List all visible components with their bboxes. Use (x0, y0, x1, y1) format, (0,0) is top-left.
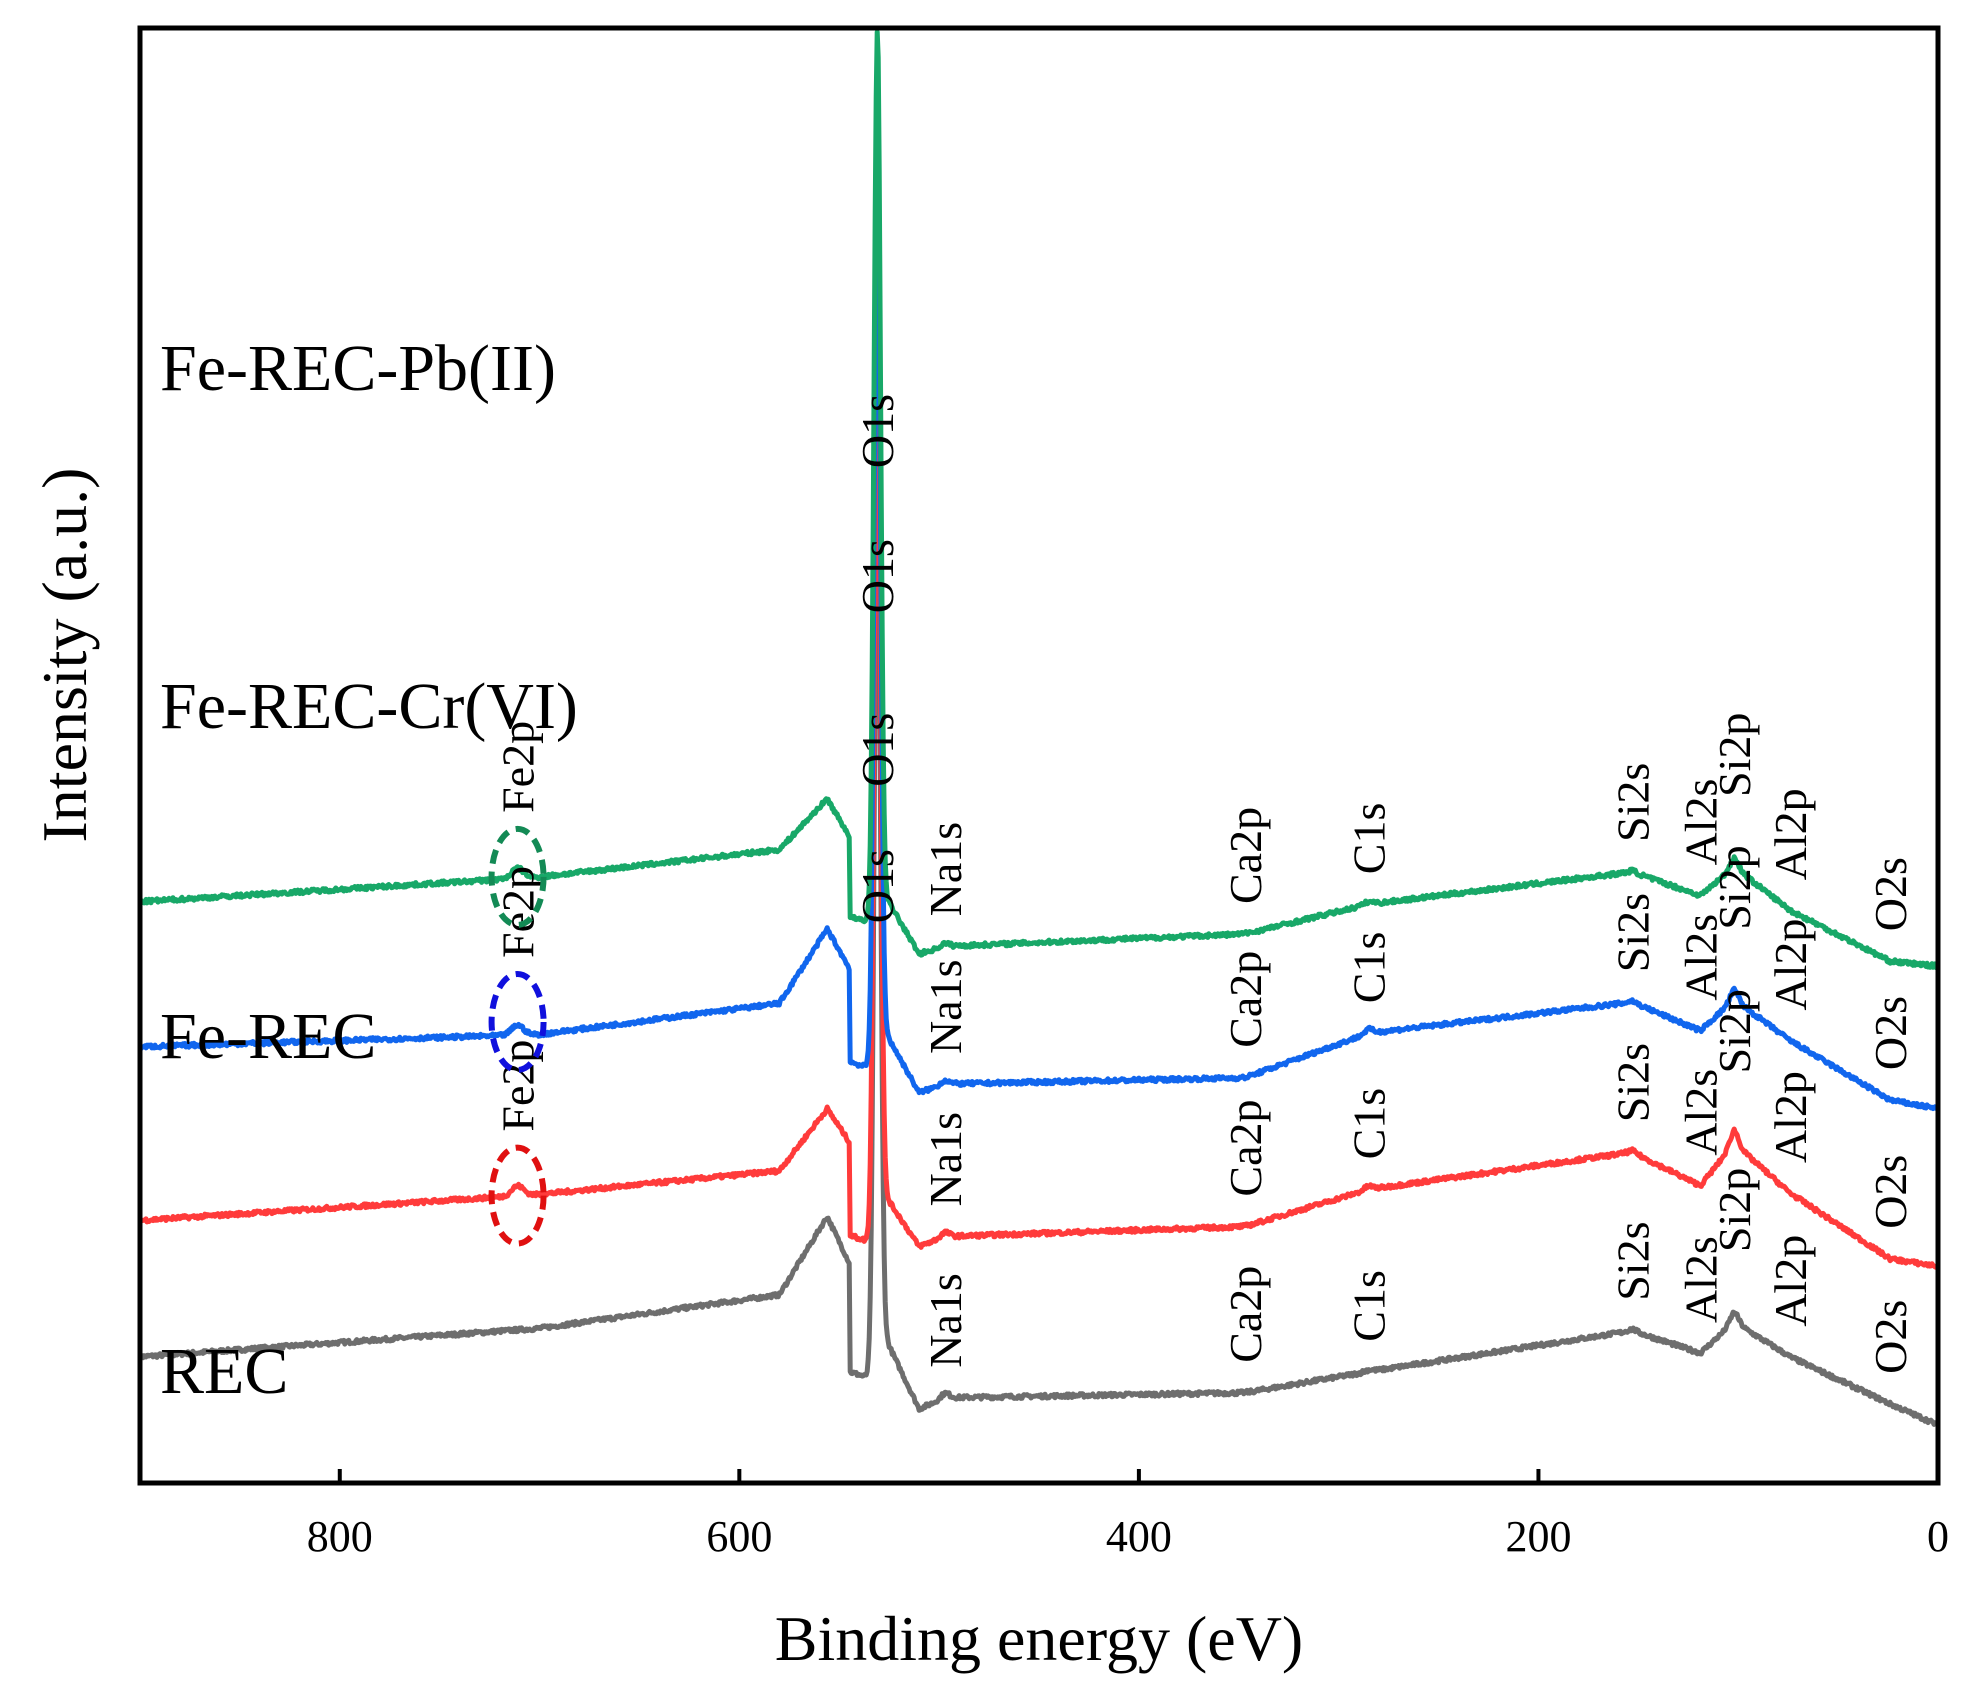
peak-label-Si2p-0: Si2p (1709, 1168, 1760, 1252)
fe2p-label-3: Fe2p (493, 721, 544, 813)
peak-label-Si2p-1: Si2p (1709, 989, 1760, 1073)
peak-label-C1s-2: C1s (1344, 932, 1395, 1004)
peak-label-Al2p-1: Al2p (1765, 1071, 1816, 1163)
series-label-3: Fe-REC-Pb(II) (160, 332, 556, 405)
peak-label-Na1s-3: Na1s (920, 822, 971, 917)
x-tick-label-800: 800 (307, 1512, 373, 1561)
series-curves (137, 29, 1941, 1427)
peak-label-Al2s-2: Al2s (1675, 914, 1726, 1001)
x-tick-label-400: 400 (1106, 1512, 1172, 1561)
peak-label-Ca2p-0: Ca2p (1220, 1266, 1271, 1363)
peak-label-C1s-0: C1s (1344, 1270, 1395, 1342)
series-labels: REC Fe-REC Fe-REC-Cr(VI) Fe-REC-Pb(II) (160, 332, 578, 1408)
x-axis-ticks: 800 600 400 200 0 (307, 1469, 1949, 1561)
peak-label-Al2p-3: Al2p (1765, 788, 1816, 880)
series-label-1: Fe-REC (160, 1000, 376, 1073)
peak-label-Si2s-2: Si2s (1607, 893, 1658, 972)
peak-label-O1s-3: O1s (852, 394, 903, 468)
series-curve-2 (137, 147, 1940, 1112)
fe2p-label-2: Fe2p (493, 866, 544, 958)
peak-label-O2s-1: O2s (1865, 1155, 1916, 1229)
peak-label-Na1s-0: Na1s (920, 1273, 971, 1368)
peak-label-O1s-0: O1s (852, 849, 903, 923)
peak-label-O2s-3: O2s (1865, 857, 1916, 931)
peak-label-Al2s-0: Al2s (1675, 1236, 1726, 1323)
series-label-0: REC (160, 1335, 288, 1408)
peak-label-O1s-2: O1s (852, 539, 903, 613)
peak-label-Si2p-2: Si2p (1709, 845, 1760, 929)
x-tick-label-600: 600 (706, 1512, 772, 1561)
series-curve-0 (137, 449, 1941, 1427)
series-label-2: Fe-REC-Cr(VI) (160, 670, 578, 743)
peak-label-Al2p-2: Al2p (1765, 919, 1816, 1011)
x-axis-title: Binding energy (eV) (775, 1603, 1303, 1674)
series-curve-1 (137, 314, 1941, 1270)
peak-label-Si2p-3: Si2p (1709, 713, 1760, 797)
plot-frame (137, 25, 1941, 1486)
peak-label-Al2s-1: Al2s (1675, 1069, 1726, 1156)
fe2p-ellipse-3 (488, 825, 547, 928)
peak-label-O2s-2: O2s (1865, 996, 1916, 1070)
y-axis-title: Intensity (a.u.) (29, 468, 100, 843)
peak-label-C1s-1: C1s (1344, 1088, 1395, 1160)
peak-label-Ca2p-2: Ca2p (1220, 951, 1271, 1048)
x-tick-label-0: 0 (1927, 1512, 1949, 1561)
fe2p-ellipse-2 (488, 971, 547, 1073)
peak-label-Al2s-3: Al2s (1675, 779, 1726, 866)
peak-label-Ca2p-1: Ca2p (1220, 1099, 1271, 1196)
peak-label-O2s-0: O2s (1865, 1300, 1916, 1374)
peak-label-Na1s-2: Na1s (920, 959, 971, 1054)
x-tick-label-200: 200 (1505, 1512, 1571, 1561)
peak-label-Ca2p-3: Ca2p (1220, 807, 1271, 904)
peak-label-Si2s-1: Si2s (1607, 1043, 1658, 1122)
peak-label-Al2p-0: Al2p (1765, 1235, 1816, 1327)
peak-label-Si2s-0: Si2s (1607, 1222, 1658, 1301)
peak-label-Na1s-1: Na1s (920, 1112, 971, 1207)
series-curve-3 (138, 29, 1940, 971)
fe2p-ellipse-1 (488, 1144, 547, 1247)
peak-label-Si2s-3: Si2s (1607, 763, 1658, 842)
peak-label-O1s-1: O1s (852, 713, 903, 787)
peak-label-C1s-3: C1s (1344, 803, 1395, 875)
